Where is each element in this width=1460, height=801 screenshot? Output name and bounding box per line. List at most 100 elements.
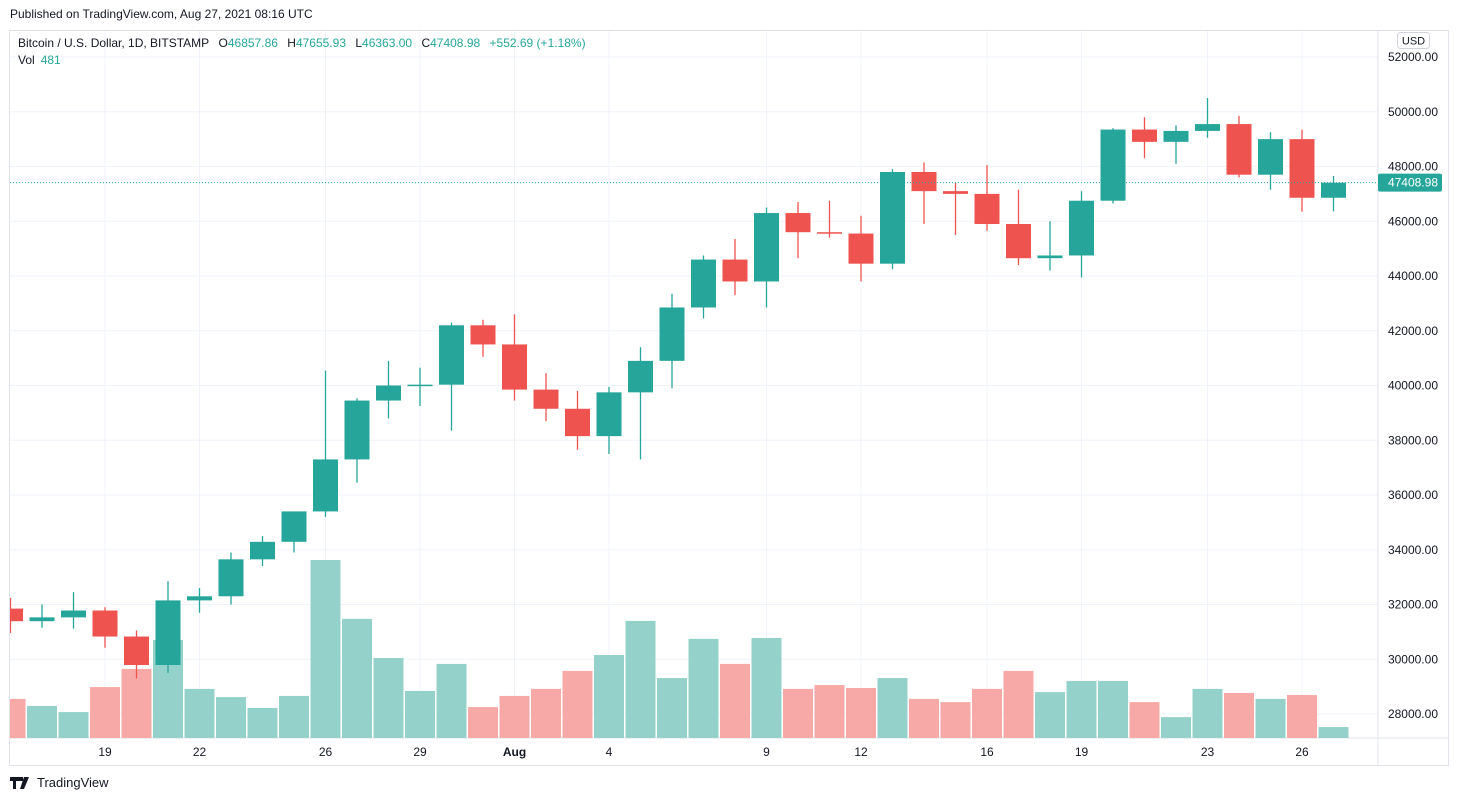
x-tick-label: 23: [1201, 745, 1215, 759]
volume-bar: [121, 668, 152, 738]
candle-body: [974, 193, 1000, 224]
volume-bar: [877, 677, 908, 738]
high-label: H: [287, 36, 296, 50]
candle-body: [596, 392, 622, 437]
candle-body: [880, 171, 905, 264]
candle-body: [565, 408, 590, 437]
volume-bar: [436, 663, 467, 738]
symbol-title[interactable]: Bitcoin / U.S. Dollar, 1D, BITSTAMP: [18, 36, 210, 50]
candle-body: [61, 610, 86, 618]
y-tick-label: 46000.00: [1388, 214, 1438, 228]
candle-body: [817, 232, 842, 234]
last-price-badge: [1378, 173, 1442, 192]
candle-body: [1258, 139, 1283, 175]
volume-bar: [405, 690, 435, 738]
volume-bar: [751, 637, 782, 738]
volume-bar: [90, 687, 120, 738]
candle-body: [1132, 129, 1157, 142]
candle-body: [1195, 124, 1220, 131]
candle-body: [29, 617, 55, 622]
candle-body: [943, 191, 968, 194]
x-tick-label: 16: [980, 745, 994, 759]
x-tick-label: 19: [1075, 745, 1089, 759]
x-tick-label: Aug: [503, 745, 526, 759]
candle-body: [1163, 130, 1189, 142]
candle-body: [439, 325, 464, 385]
candle-body: [533, 389, 559, 409]
change-value: +552.69 (+1.18%): [489, 36, 586, 50]
candle-body: [785, 213, 811, 233]
candle-body: [124, 636, 149, 665]
volume-bar: [625, 620, 656, 738]
y-tick-label: 38000.00: [1388, 433, 1438, 447]
volume-bar: [247, 707, 278, 738]
volume-bar: [1287, 695, 1317, 738]
volume-bar: [562, 670, 593, 738]
volume-bar: [27, 705, 57, 738]
x-tick-label: 22: [193, 745, 207, 759]
volume-bar: [279, 695, 309, 738]
volume-bar: [1003, 670, 1034, 738]
candle-body: [1006, 223, 1031, 259]
volume-bar: [1098, 680, 1128, 738]
x-tick-label: 12: [854, 745, 868, 759]
candle-body: [848, 233, 874, 264]
volume-bar: [216, 697, 246, 738]
volume-bar: [1318, 727, 1349, 738]
y-tick-label: 52000.00: [1388, 50, 1438, 64]
candle-body: [659, 307, 685, 361]
published-note: Published on TradingView.com, Aug 27, 20…: [10, 7, 313, 21]
brand-name: TradingView: [37, 775, 109, 790]
volume-bar: [1224, 692, 1254, 738]
y-tick-label: 34000.00: [1388, 543, 1438, 557]
volume-bar: [1129, 702, 1160, 738]
candle-body: [376, 385, 401, 401]
volume-bar: [1035, 692, 1065, 738]
close-value: 47408.98: [430, 36, 481, 50]
candle-body: [722, 259, 748, 282]
candle-body: [470, 325, 496, 345]
x-tick-label: 26: [319, 745, 333, 759]
volume-bar: [58, 712, 89, 738]
volume-bar: [373, 657, 404, 738]
open-value: 46857.86: [227, 36, 278, 50]
volume-bar: [657, 677, 687, 738]
volume-bar: [688, 638, 719, 738]
close-label: C: [421, 36, 431, 50]
candle-body: [250, 541, 275, 560]
high-value: 47655.93: [295, 36, 346, 50]
volume-bar: [10, 698, 26, 738]
y-tick-label: 30000.00: [1388, 652, 1438, 666]
volume-bar: [972, 688, 1002, 738]
volume-bar: [468, 707, 498, 738]
candle-body: [1100, 129, 1126, 201]
volume-bar: [499, 695, 530, 738]
candle-body: [218, 559, 244, 597]
y-tick-label: 50000.00: [1388, 105, 1438, 119]
candle-body: [1289, 139, 1315, 198]
currency-badge: [1397, 32, 1430, 49]
y-tick-label: 44000.00: [1388, 269, 1438, 283]
chart-pane[interactable]: [9, 30, 1449, 766]
volume-label: Vol: [18, 53, 35, 67]
x-tick-label: 4: [606, 745, 613, 759]
x-tick-label: 26: [1295, 745, 1309, 759]
candle-body: [281, 511, 307, 542]
volume-bar: [783, 688, 813, 738]
tradingview-logo[interactable]: TradingView: [10, 775, 109, 790]
volume-bar: [1161, 717, 1191, 738]
last-price-label: 47408.98: [1388, 176, 1438, 190]
candle-body: [628, 360, 653, 393]
candle-body: [187, 596, 212, 601]
volume-bar: [310, 560, 341, 738]
candle-body: [313, 459, 338, 512]
candle-body: [1321, 182, 1346, 198]
volume-bar: [814, 685, 845, 738]
currency-label[interactable]: USD: [1402, 36, 1425, 48]
candle-body: [10, 608, 23, 622]
candle-body: [754, 213, 779, 282]
volume-bar: [342, 618, 372, 738]
low-label: L: [355, 36, 363, 50]
y-tick-label: 28000.00: [1388, 707, 1438, 721]
